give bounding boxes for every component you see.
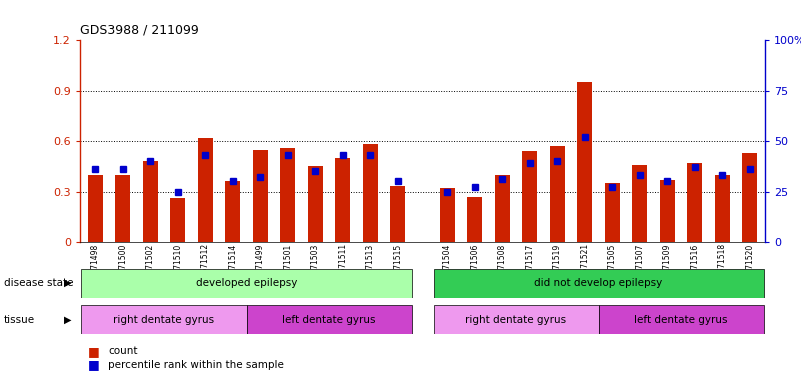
Bar — [390, 187, 405, 242]
Bar — [549, 146, 565, 242]
Bar — [522, 151, 537, 242]
Bar — [87, 175, 103, 242]
Bar — [252, 149, 268, 242]
Text: did not develop epilepsy: did not develop epilepsy — [534, 278, 662, 288]
Bar — [433, 305, 598, 334]
Bar — [433, 269, 763, 298]
Bar — [605, 183, 620, 242]
Bar — [225, 182, 240, 242]
Text: ▶: ▶ — [64, 278, 72, 288]
Bar — [280, 148, 296, 242]
Bar — [687, 163, 702, 242]
Bar — [632, 165, 647, 242]
Text: ■: ■ — [88, 358, 100, 371]
Text: GDS3988 / 211099: GDS3988 / 211099 — [80, 23, 199, 36]
Bar — [660, 180, 675, 242]
Text: right dentate gyrus: right dentate gyrus — [465, 314, 566, 325]
Bar — [714, 175, 730, 242]
Bar — [440, 188, 455, 242]
Bar — [170, 198, 185, 242]
Bar — [115, 175, 131, 242]
Text: ▶: ▶ — [64, 314, 72, 325]
Bar — [198, 138, 213, 242]
Text: ■: ■ — [88, 345, 100, 358]
Text: left dentate gyrus: left dentate gyrus — [634, 314, 728, 325]
Bar — [308, 166, 323, 242]
Bar — [82, 269, 412, 298]
Text: right dentate gyrus: right dentate gyrus — [114, 314, 215, 325]
Bar — [82, 305, 247, 334]
Bar — [495, 175, 510, 242]
Text: count: count — [108, 346, 138, 356]
Bar — [363, 144, 378, 242]
Bar — [467, 197, 482, 242]
Bar — [578, 82, 593, 242]
Bar — [247, 305, 412, 334]
Text: developed epilepsy: developed epilepsy — [195, 278, 297, 288]
Text: left dentate gyrus: left dentate gyrus — [282, 314, 376, 325]
Text: tissue: tissue — [4, 314, 35, 325]
Bar — [598, 305, 763, 334]
Bar — [335, 158, 350, 242]
Text: disease state: disease state — [4, 278, 74, 288]
Bar — [743, 153, 758, 242]
Bar — [143, 161, 158, 242]
Text: percentile rank within the sample: percentile rank within the sample — [108, 360, 284, 370]
